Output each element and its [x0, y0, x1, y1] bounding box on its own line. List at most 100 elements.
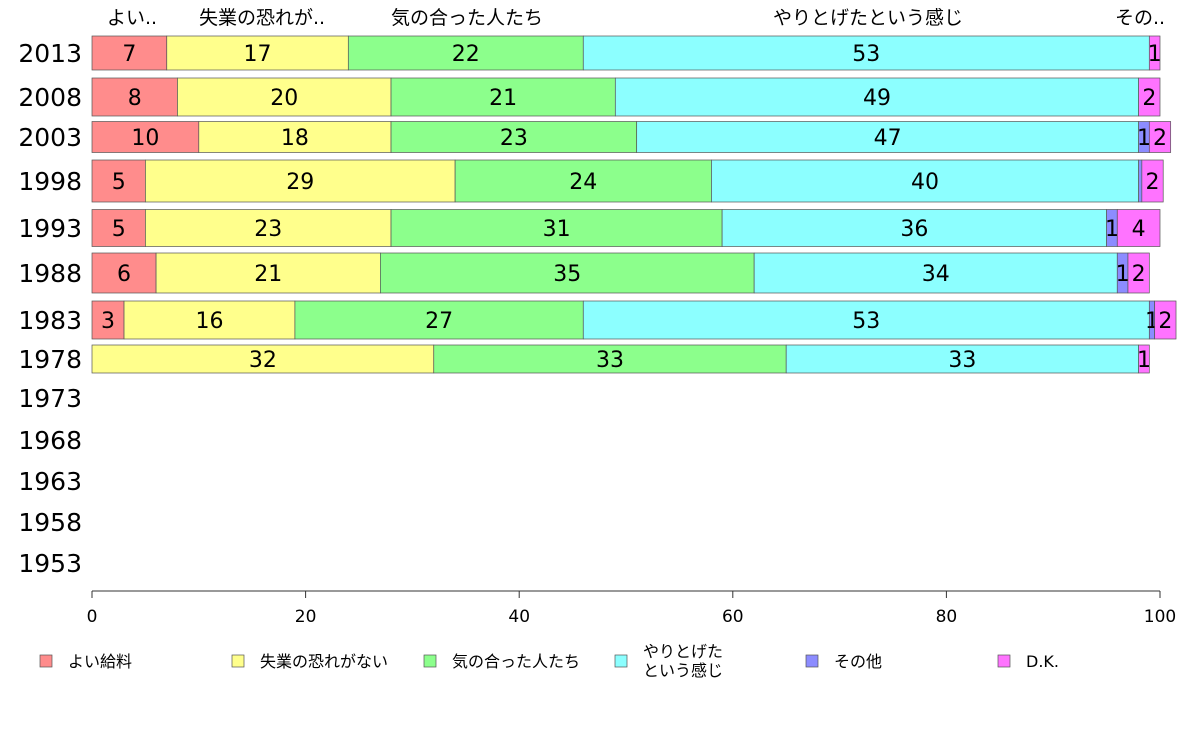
- data-label: 49: [863, 86, 891, 111]
- x-tick-label: 0: [87, 607, 98, 627]
- bar-segment: [582, 35, 1150, 71]
- data-label: 5: [112, 217, 126, 242]
- data-label: 23: [500, 126, 528, 151]
- year-label: 1998: [18, 167, 82, 196]
- bar-segment: [91, 344, 435, 374]
- year-labels: 2013 2008 2003 1998 1993 1988 1983 1978 1973 1968…: [18, 39, 82, 578]
- data-label: 2: [1153, 126, 1167, 151]
- bar-segment: [390, 121, 638, 153]
- data-label: 27: [425, 309, 453, 334]
- bar-segment: [1138, 159, 1143, 203]
- data-label: 31: [543, 217, 571, 242]
- data-label: 1: [1137, 126, 1151, 151]
- legend-swatch: [614, 654, 628, 668]
- bar-segment: [390, 77, 616, 117]
- data-label: 3: [101, 309, 115, 334]
- bar-segment: [91, 35, 168, 71]
- legend-swatch: [423, 654, 437, 668]
- bar-segment: [123, 300, 296, 340]
- year-label: 2008: [18, 83, 82, 112]
- data-label: 32: [249, 348, 277, 373]
- year-label: 1983: [18, 306, 82, 335]
- bar-segment: [155, 252, 381, 294]
- data-label: 36: [900, 217, 928, 242]
- legend-swatch: [997, 654, 1011, 668]
- bar-segment: [1138, 77, 1161, 117]
- year-label: 1988: [18, 259, 82, 288]
- x-tick-label: 40: [508, 607, 530, 627]
- bar-segment: [91, 121, 200, 153]
- data-label: 1: [1148, 42, 1162, 67]
- data-label: 21: [254, 262, 282, 287]
- data-label: 24: [569, 170, 597, 195]
- bar-segment: [636, 121, 1139, 153]
- bars: 7 17 22 53 18 20 21 49 210 18 23 47 1 25 29 24 40 25 23 31 3…: [91, 35, 1177, 374]
- year-label: 1973: [18, 384, 82, 413]
- top-header-label: その..: [1115, 7, 1165, 29]
- data-label: 17: [244, 42, 272, 67]
- bar-segment: [1154, 300, 1177, 340]
- x-tick-label: 80: [936, 607, 958, 627]
- data-label: 6: [117, 262, 131, 287]
- data-label: 2: [1158, 309, 1172, 334]
- data-label: 40: [911, 170, 939, 195]
- data-label: 18: [281, 126, 309, 151]
- bar-segment: [91, 300, 125, 340]
- data-label: 10: [131, 126, 159, 151]
- legend-swatch: [805, 654, 819, 668]
- data-label: 5: [112, 170, 126, 195]
- data-label: 8: [128, 86, 142, 111]
- legend-label: 失業の恐れがない: [260, 652, 388, 671]
- bar-segment: [347, 35, 584, 71]
- x-tick-label: 20: [295, 607, 317, 627]
- year-label: 1993: [18, 214, 82, 243]
- legend: よい給料 失業の恐れがない 気の合った人たち やりとげたという感じ その他 D.K.: [39, 642, 1059, 680]
- top-header-label: 気の合った人たち: [391, 7, 543, 29]
- legend-label: よい給料: [68, 652, 132, 671]
- data-label: 16: [195, 309, 223, 334]
- bar-segment: [1127, 252, 1150, 294]
- data-label: 34: [922, 262, 950, 287]
- top-headers: よい.. 失業の恐れが.. 気の合った人たち やりとげたという感じ その..: [107, 7, 1165, 29]
- year-label: 2013: [18, 39, 82, 68]
- legend-label: その他: [834, 652, 882, 671]
- year-label: 1978: [18, 345, 82, 374]
- legend-label: D.K.: [1026, 652, 1059, 671]
- bar-segment: [1148, 121, 1172, 153]
- top-header-label: よい..: [107, 7, 157, 29]
- data-label: 21: [489, 86, 517, 111]
- bar-segment: [785, 344, 1139, 374]
- data-label: 33: [948, 348, 976, 373]
- bar-segment: [1138, 344, 1150, 374]
- bar-segment: [721, 209, 1107, 247]
- bar-segment: [177, 77, 392, 117]
- year-label: 1958: [18, 508, 82, 537]
- bar-segment: [1141, 159, 1164, 203]
- bar-segment: [390, 209, 723, 247]
- data-label: 47: [874, 126, 902, 151]
- data-label: 2: [1132, 262, 1146, 287]
- bar-segment: [145, 209, 392, 247]
- x-axis: 0 20 40 60 80 100: [87, 590, 1176, 627]
- data-label: 53: [852, 42, 880, 67]
- top-header-label: 失業の恐れが..: [199, 7, 325, 29]
- x-tick-label: 60: [722, 607, 744, 627]
- bar-segment: [91, 252, 157, 294]
- bar-segment: [380, 252, 755, 294]
- year-label: 1953: [18, 549, 82, 578]
- data-label: 35: [553, 262, 581, 287]
- legend-label: という感じ: [643, 661, 723, 680]
- bar-segment: [711, 159, 1139, 203]
- legend-label: 気の合った人たち: [452, 652, 580, 671]
- year-label: 1963: [18, 467, 82, 496]
- data-label: 29: [286, 170, 314, 195]
- bar-segment: [91, 77, 178, 117]
- bar-segment: [198, 121, 392, 153]
- bar-segment: [753, 252, 1118, 294]
- year-label: 1968: [18, 426, 82, 455]
- x-tick-label: 100: [1144, 607, 1176, 627]
- data-label: 53: [852, 309, 880, 334]
- data-label: 33: [596, 348, 624, 373]
- data-label: 1: [1137, 348, 1151, 373]
